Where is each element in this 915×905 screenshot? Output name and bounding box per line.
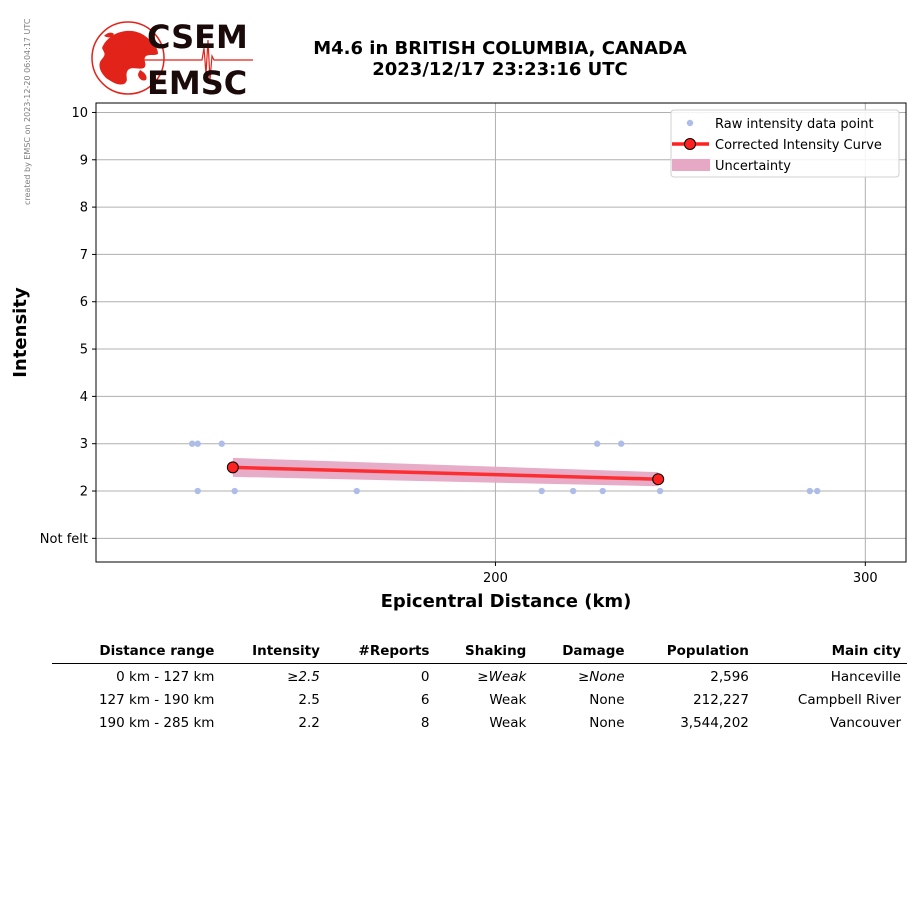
x-tick-label: 200 (483, 571, 508, 586)
table-header-row: Distance range Intensity #Reports Shakin… (52, 640, 907, 664)
col-population: Population (630, 640, 755, 664)
cell-population: 212,227 (693, 692, 749, 708)
legend-uncertainty-patch (672, 159, 710, 171)
cell-shaking: Weak (489, 715, 527, 731)
intensity-chart: Not felt 2 3 4 5 6 7 8 9 10 200 300 Epicentral Dista… (0, 95, 915, 620)
logo-bottom-text: EMSC (147, 64, 247, 98)
cell-damage: ≥None (577, 669, 625, 685)
legend-label: Uncertainty (715, 159, 791, 174)
cell-range: 190 km - 285 km (98, 715, 215, 731)
plot-frame (95, 102, 907, 563)
emsc-logo-graphic: CSEM EMSC (91, 18, 253, 102)
raw-data-point (194, 440, 201, 447)
corrected-curve-line (232, 465, 659, 481)
y-tick-label: 2 (80, 485, 88, 500)
y-tick-label: 10 (71, 106, 88, 121)
legend-label: Corrected Intensity Curve (715, 138, 882, 153)
y-tick-label: Not felt (40, 532, 88, 547)
cell-intensity: 2.2 (298, 715, 320, 731)
raw-data-point (231, 487, 238, 495)
cell-city: Hanceville (830, 669, 901, 685)
col-distance-range: Distance range (52, 640, 221, 664)
chart-title: M4.6 in BRITISH COLUMBIA, CANADA 2023/12… (270, 38, 730, 80)
cell-damage: None (589, 692, 625, 708)
cell-reports: 0 (420, 669, 430, 685)
corrected-curve-point (226, 461, 239, 474)
raw-data-point (656, 487, 664, 495)
corrected-curve-point (652, 473, 665, 486)
emsc-logo: CSEM EMSC (88, 18, 253, 102)
logo-top-text: CSEM (147, 18, 248, 56)
cell-intensity: ≥2.5 (287, 669, 320, 685)
cell-population: 3,544,202 (680, 715, 749, 731)
y-tick-label: 9 (80, 153, 88, 168)
cell-damage: None (589, 715, 625, 731)
raw-data-point (618, 440, 625, 447)
raw-data-point (814, 487, 821, 495)
raw-data-point (593, 440, 601, 447)
x-axis-label: Epicentral Distance (km) (381, 591, 632, 612)
y-tick-label: 8 (80, 201, 88, 216)
legend-label: Raw intensity data point (715, 117, 874, 132)
y-axis-label: Intensity (10, 287, 31, 378)
col-damage: Damage (532, 640, 631, 664)
raw-data-point (194, 487, 201, 495)
col-intensity: Intensity (220, 640, 326, 664)
raw-data-point (538, 487, 545, 495)
col-reports: #Reports (325, 640, 436, 664)
raw-data-point (218, 440, 225, 447)
cell-range: 0 km - 127 km (116, 669, 215, 685)
cell-city: Vancouver (829, 715, 901, 731)
cell-range: 127 km - 190 km (98, 692, 215, 708)
col-main-city: Main city (754, 640, 907, 664)
table-row: 190 km - 285 km 2.2 8 Weak None 3,544,20… (52, 711, 907, 734)
raw-data-point (353, 487, 360, 495)
x-tick-label: 300 (853, 571, 878, 586)
cell-intensity: 2.5 (298, 692, 320, 708)
chart-svg: Not felt 2 3 4 5 6 7 8 9 10 200 300 Epicentral Dista… (10, 102, 907, 612)
cell-reports: 6 (420, 692, 430, 708)
results-table-wrap: Distance range Intensity #Reports Shakin… (52, 640, 907, 734)
table-row: 127 km - 190 km 2.5 6 Weak None 212,227 … (52, 688, 907, 711)
y-tick-label: 3 (80, 437, 88, 452)
legend-raw-marker (686, 119, 694, 127)
table-row: 0 km - 127 km ≥2.5 0 ≥Weak ≥None 2,596 H… (52, 664, 907, 689)
raw-data-point (188, 440, 196, 447)
raw-data-point (599, 487, 606, 495)
y-tick-label: 5 (80, 343, 88, 358)
y-tick-label: 4 (80, 390, 88, 405)
cell-reports: 8 (420, 715, 430, 731)
col-shaking: Shaking (435, 640, 533, 664)
y-tick-label: 6 (80, 295, 88, 310)
raw-data-point (569, 487, 577, 495)
cell-population: 2,596 (710, 669, 749, 685)
cell-city: Campbell River (797, 692, 901, 708)
title-line-2: 2023/12/17 23:23:16 UTC (372, 59, 628, 80)
y-tick-label: 7 (80, 248, 88, 263)
cell-shaking: ≥Weak (477, 669, 527, 685)
cell-shaking: Weak (489, 692, 527, 708)
title-line-1: M4.6 in BRITISH COLUMBIA, CANADA (313, 38, 687, 59)
legend-box (670, 109, 900, 178)
legend-curve-marker (684, 138, 696, 150)
raw-data-point (806, 487, 814, 495)
results-table: Distance range Intensity #Reports Shakin… (52, 640, 907, 734)
